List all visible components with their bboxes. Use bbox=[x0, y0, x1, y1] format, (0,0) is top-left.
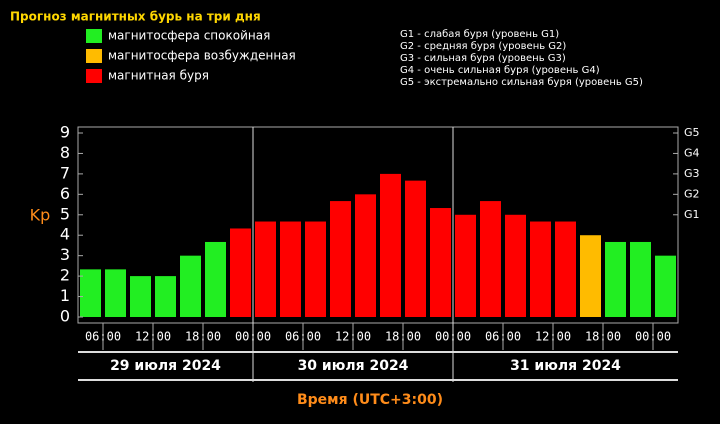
y-tick-label: 6 bbox=[60, 184, 70, 203]
bar bbox=[530, 221, 551, 317]
y-tick-label: 7 bbox=[60, 163, 70, 182]
storm-level-note: G5 - экстремально сильная буря (уровень … bbox=[400, 77, 643, 88]
bar bbox=[305, 221, 326, 317]
storm-level-note: G3 - сильная буря (уровень G3) bbox=[400, 53, 566, 64]
bar bbox=[130, 276, 151, 317]
bar bbox=[580, 235, 601, 317]
legend-label: магнитосфера возбужденная bbox=[108, 49, 296, 63]
bar bbox=[155, 276, 176, 317]
y-tick-label: 2 bbox=[60, 266, 70, 285]
bar bbox=[180, 255, 201, 317]
chart-title: Прогноз магнитных бурь на три дня bbox=[10, 10, 261, 24]
storm-level-note: G4 - очень сильная буря (уровень G4) bbox=[400, 65, 600, 76]
storm-level-note: G1 - слабая буря (уровень G1) bbox=[400, 29, 559, 40]
bar bbox=[80, 269, 101, 317]
bar bbox=[455, 214, 476, 317]
y-tick-label: 9 bbox=[60, 123, 70, 142]
plot-frame bbox=[77, 126, 679, 324]
y2-tick-label: G5 bbox=[684, 126, 700, 139]
legend-swatch bbox=[86, 49, 102, 63]
bar bbox=[230, 228, 251, 317]
y-axis-label: Kp bbox=[30, 206, 51, 225]
bar bbox=[630, 241, 651, 317]
legend-label: магнитная буря bbox=[108, 69, 209, 83]
bar bbox=[555, 221, 576, 317]
y2-tick-label: G2 bbox=[684, 187, 700, 200]
legend-swatch bbox=[86, 69, 102, 83]
bar bbox=[105, 269, 126, 317]
legend-swatch bbox=[86, 29, 102, 43]
bar bbox=[405, 180, 426, 317]
bar bbox=[355, 194, 376, 317]
day-label: 30 июля 2024 bbox=[298, 358, 409, 374]
y-tick-label: 5 bbox=[60, 204, 70, 223]
day-label: 31 июля 2024 bbox=[510, 358, 621, 374]
storm-level-note: G2 - средняя буря (уровень G2) bbox=[400, 41, 566, 52]
legend-label: магнитосфера спокойная bbox=[108, 29, 270, 43]
y-tick-label: 1 bbox=[60, 286, 70, 305]
y-tick-label: 3 bbox=[60, 245, 70, 264]
bar bbox=[205, 241, 226, 317]
bar bbox=[480, 201, 501, 317]
bar bbox=[255, 221, 276, 317]
y-tick-label: 4 bbox=[60, 225, 70, 244]
bar bbox=[605, 241, 626, 317]
y2-tick-label: G4 bbox=[684, 146, 700, 159]
y2-tick-label: G3 bbox=[684, 167, 700, 180]
bar bbox=[505, 214, 526, 317]
bar bbox=[330, 201, 351, 317]
day-label: 29 июля 2024 bbox=[110, 358, 221, 374]
y-tick-label: 0 bbox=[60, 307, 70, 326]
y2-tick-label: G1 bbox=[684, 208, 700, 221]
bar bbox=[430, 208, 451, 317]
y-tick-label: 8 bbox=[60, 143, 70, 162]
bar bbox=[280, 221, 301, 317]
bar bbox=[655, 255, 676, 317]
bar bbox=[380, 173, 401, 317]
x-axis-label: Время (UTC+3:00) bbox=[297, 392, 443, 408]
